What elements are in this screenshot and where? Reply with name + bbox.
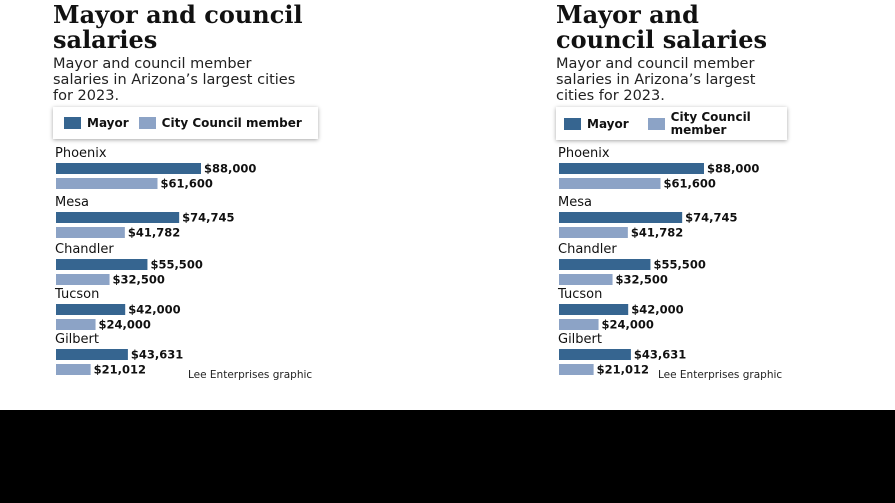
bar-mayor [56, 304, 126, 315]
bar-mayor [559, 259, 651, 270]
bar-chart: Phoenix $88,000$61,600 Mesa $74,745$41,782 C… [54, 146, 256, 377]
black-band [0, 410, 895, 503]
subtitle-line: salaries in Arizona’s largest [556, 72, 756, 88]
category-label: Chandler [558, 242, 617, 257]
bar-mayor [559, 349, 631, 360]
data-label: $88,000 [204, 162, 256, 176]
legend-swatch-council [138, 117, 156, 129]
bar-mayor [56, 259, 148, 270]
bar-chart: Phoenix $88,000$61,600 Mesa $74,745$41,782 C… [557, 146, 759, 377]
data-label: $32,500 [616, 273, 668, 287]
data-label: $42,000 [631, 303, 683, 317]
graphic-title: Mayor and council salaries [556, 2, 816, 52]
subtitle-line: Mayor and council member [556, 56, 755, 72]
data-label: $74,745 [182, 211, 234, 225]
legend-label-line: member [670, 122, 727, 137]
title-line: council salaries [556, 25, 767, 54]
bar-mayor [56, 212, 180, 223]
legend-label-mayor: Mayor [587, 116, 629, 131]
bar-council [56, 364, 91, 375]
bar-mayor [559, 163, 704, 174]
subtitle-line: Mayor and council member [53, 56, 252, 72]
legend-swatch-mayor [564, 117, 581, 130]
bar-council [56, 178, 158, 189]
data-label: $41,782 [128, 226, 180, 240]
data-label: $88,000 [707, 162, 759, 176]
bar-council [56, 274, 110, 285]
category-label: Gilbert [558, 332, 602, 347]
category-label: Tucson [54, 287, 99, 302]
bar-council [56, 227, 125, 238]
subtitle-line: cities for 2023. [556, 88, 665, 104]
data-label: $21,012 [597, 363, 649, 377]
legend-item-council: City Council member [138, 116, 302, 130]
bar-council [559, 274, 613, 285]
data-label: $32,500 [113, 273, 165, 287]
data-label: $61,600 [161, 177, 213, 191]
bar-council [559, 364, 594, 375]
category-label: Tucson [557, 287, 602, 302]
data-label: $24,000 [99, 318, 151, 332]
bar-mayor [559, 304, 629, 315]
legend-item-mayor: Mayor [64, 116, 129, 130]
bar-council [559, 178, 661, 189]
category-label: Phoenix [55, 146, 107, 161]
data-label: $61,600 [664, 177, 716, 191]
subtitle-line: salaries in Arizona’s largest cities [53, 72, 296, 88]
title-text: Mayor and council salaries [53, 0, 303, 54]
bar-mayor [56, 163, 201, 174]
legend-swatch-council [647, 117, 665, 130]
subtitle-line: for 2023. [53, 88, 120, 104]
bar-council [559, 319, 599, 330]
salary-graphic-wide: Mayor and council salaries Mayor and cou… [53, 0, 353, 390]
graphic-subtitle: Mayor and council member salaries in Ari… [53, 56, 353, 104]
chart-legend: Mayor City Council member [53, 107, 318, 139]
data-label: $55,500 [150, 258, 202, 272]
legend-label-mayor: Mayor [87, 116, 129, 130]
data-label: $21,012 [94, 363, 146, 377]
salary-graphic-narrow: Mayor and council salaries Mayor and cou… [556, 0, 816, 390]
chart-legend: Mayor City Council member [556, 107, 787, 140]
data-label: $43,631 [131, 348, 183, 362]
category-label: Phoenix [558, 146, 610, 161]
data-label: $42,000 [128, 303, 180, 317]
legend-item-council: City Council member [647, 109, 771, 137]
category-label: Mesa [55, 195, 89, 210]
data-label: $55,500 [653, 258, 705, 272]
legend-label-council: City Council member [161, 116, 302, 130]
bar-mayor [559, 212, 683, 223]
legend-swatch-mayor [64, 117, 81, 129]
bar-council [559, 227, 628, 238]
graphic-credit: Lee Enterprises graphic [658, 369, 783, 381]
legend-item-mayor: Mayor [564, 117, 629, 131]
category-label: Gilbert [55, 332, 99, 347]
legend-label-council: City Council member [670, 109, 771, 137]
title-line: Mayor and [556, 0, 699, 29]
graphic-credit: Lee Enterprises graphic [188, 369, 313, 381]
graphic-title: Mayor and council salaries [53, 2, 353, 52]
data-label: $24,000 [602, 318, 654, 332]
bar-mayor [56, 349, 128, 360]
category-label: Mesa [558, 195, 592, 210]
data-label: $43,631 [634, 348, 686, 362]
data-label: $41,782 [631, 226, 683, 240]
legend-label-line: City Council [670, 109, 751, 124]
data-label: $74,745 [685, 211, 737, 225]
bar-council [56, 319, 96, 330]
category-label: Chandler [55, 242, 114, 257]
graphic-subtitle: Mayor and council member salaries in Ari… [556, 56, 816, 104]
